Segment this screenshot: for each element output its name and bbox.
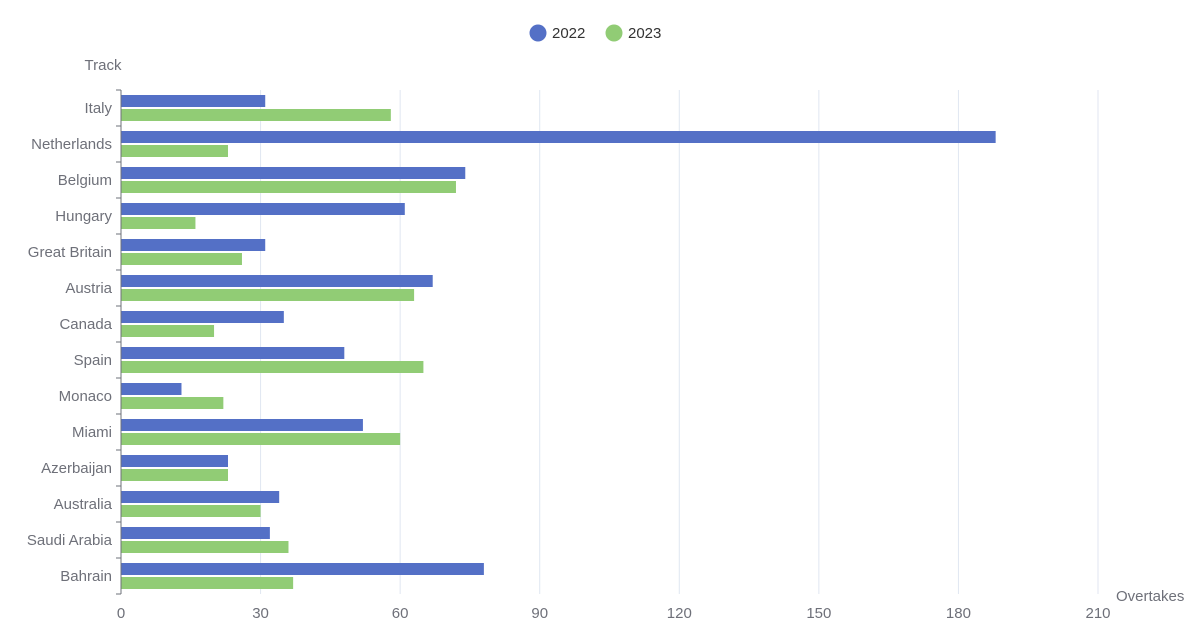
y-tick-label-spain: Spain bbox=[74, 352, 112, 369]
bars bbox=[121, 95, 996, 589]
legend-item-2022[interactable]: 2022 bbox=[529, 24, 586, 43]
bar-2023-canada[interactable] bbox=[121, 325, 215, 337]
bar-2022-azerbaijan[interactable] bbox=[121, 455, 229, 467]
bar-2023-austria[interactable] bbox=[121, 289, 415, 301]
bar-2023-great-britain[interactable] bbox=[121, 253, 242, 265]
y-tick-label-hungary: Hungary bbox=[55, 208, 112, 225]
bar-2022-austria[interactable] bbox=[121, 275, 433, 287]
legend-item-2023[interactable]: 2023 bbox=[605, 24, 662, 43]
x-axis-title: Overtakes bbox=[1116, 588, 1184, 605]
x-tick-label-150: 150 bbox=[806, 605, 831, 622]
y-tick-label-great-britain: Great Britain bbox=[28, 244, 112, 261]
y-tick-label-miami: Miami bbox=[72, 424, 112, 441]
bar-2022-saudi-arabia[interactable] bbox=[121, 527, 270, 539]
y-axis-title: Track bbox=[85, 57, 122, 74]
bar-2022-hungary[interactable] bbox=[121, 203, 405, 215]
y-tick-label-azerbaijan: Azerbaijan bbox=[41, 460, 112, 477]
bar-2022-bahrain[interactable] bbox=[121, 563, 484, 575]
legend-marker-2022 bbox=[529, 24, 547, 42]
axes: 0 30 60 90 120 150 180 210 Bahrain Saudi Arabia Au… bbox=[27, 89, 1111, 622]
bar-2023-netherlands[interactable] bbox=[121, 145, 229, 157]
legend[interactable]: 2022 2023 bbox=[529, 24, 662, 43]
bar-2023-hungary[interactable] bbox=[121, 217, 196, 229]
x-tick-label-180: 180 bbox=[946, 605, 971, 622]
bar-2023-italy[interactable] bbox=[121, 109, 391, 121]
y-tick-label-canada: Canada bbox=[59, 316, 112, 333]
y-tick-label-belgium: Belgium bbox=[58, 172, 112, 189]
y-tick-label-netherlands: Netherlands bbox=[31, 136, 112, 153]
bar-2022-great-britain[interactable] bbox=[121, 239, 266, 251]
legend-label-2022: 2022 bbox=[552, 25, 585, 42]
bar-2023-monaco[interactable] bbox=[121, 397, 224, 409]
y-tick-label-monaco: Monaco bbox=[59, 388, 112, 405]
bar-2023-azerbaijan[interactable] bbox=[121, 469, 229, 481]
y-tick-label-austria: Austria bbox=[65, 280, 112, 297]
bar-2022-canada[interactable] bbox=[121, 311, 284, 323]
bar-2022-italy[interactable] bbox=[121, 95, 266, 107]
x-tick-label-30: 30 bbox=[252, 605, 269, 622]
bar-2023-saudi-arabia[interactable] bbox=[121, 541, 289, 553]
y-tick-label-bahrain: Bahrain bbox=[60, 568, 112, 585]
bar-2022-netherlands[interactable] bbox=[121, 131, 996, 143]
x-tick-label-0: 0 bbox=[117, 605, 125, 622]
bar-2023-australia[interactable] bbox=[121, 505, 261, 517]
bar-2022-monaco[interactable] bbox=[121, 383, 182, 395]
bar-2022-australia[interactable] bbox=[121, 491, 280, 503]
bar-2022-miami[interactable] bbox=[121, 419, 363, 431]
bar-2023-miami[interactable] bbox=[121, 433, 401, 445]
y-tick-label-saudi-arabia: Saudi Arabia bbox=[27, 532, 113, 549]
x-tick-label-120: 120 bbox=[667, 605, 692, 622]
y-tick-label-italy: Italy bbox=[84, 100, 112, 117]
bar-2022-belgium[interactable] bbox=[121, 167, 466, 179]
x-tick-label-60: 60 bbox=[392, 605, 409, 622]
x-tick-label-210: 210 bbox=[1085, 605, 1110, 622]
bar-2023-spain[interactable] bbox=[121, 361, 424, 373]
y-tick-label-australia: Australia bbox=[54, 496, 113, 513]
legend-marker-2023 bbox=[605, 24, 623, 42]
bar-2023-bahrain[interactable] bbox=[121, 577, 294, 589]
bar-2023-belgium[interactable] bbox=[121, 181, 456, 193]
legend-label-2023: 2023 bbox=[628, 25, 661, 42]
x-tick-label-90: 90 bbox=[531, 605, 548, 622]
grid-lines bbox=[260, 90, 1099, 594]
bar-2022-spain[interactable] bbox=[121, 347, 345, 359]
